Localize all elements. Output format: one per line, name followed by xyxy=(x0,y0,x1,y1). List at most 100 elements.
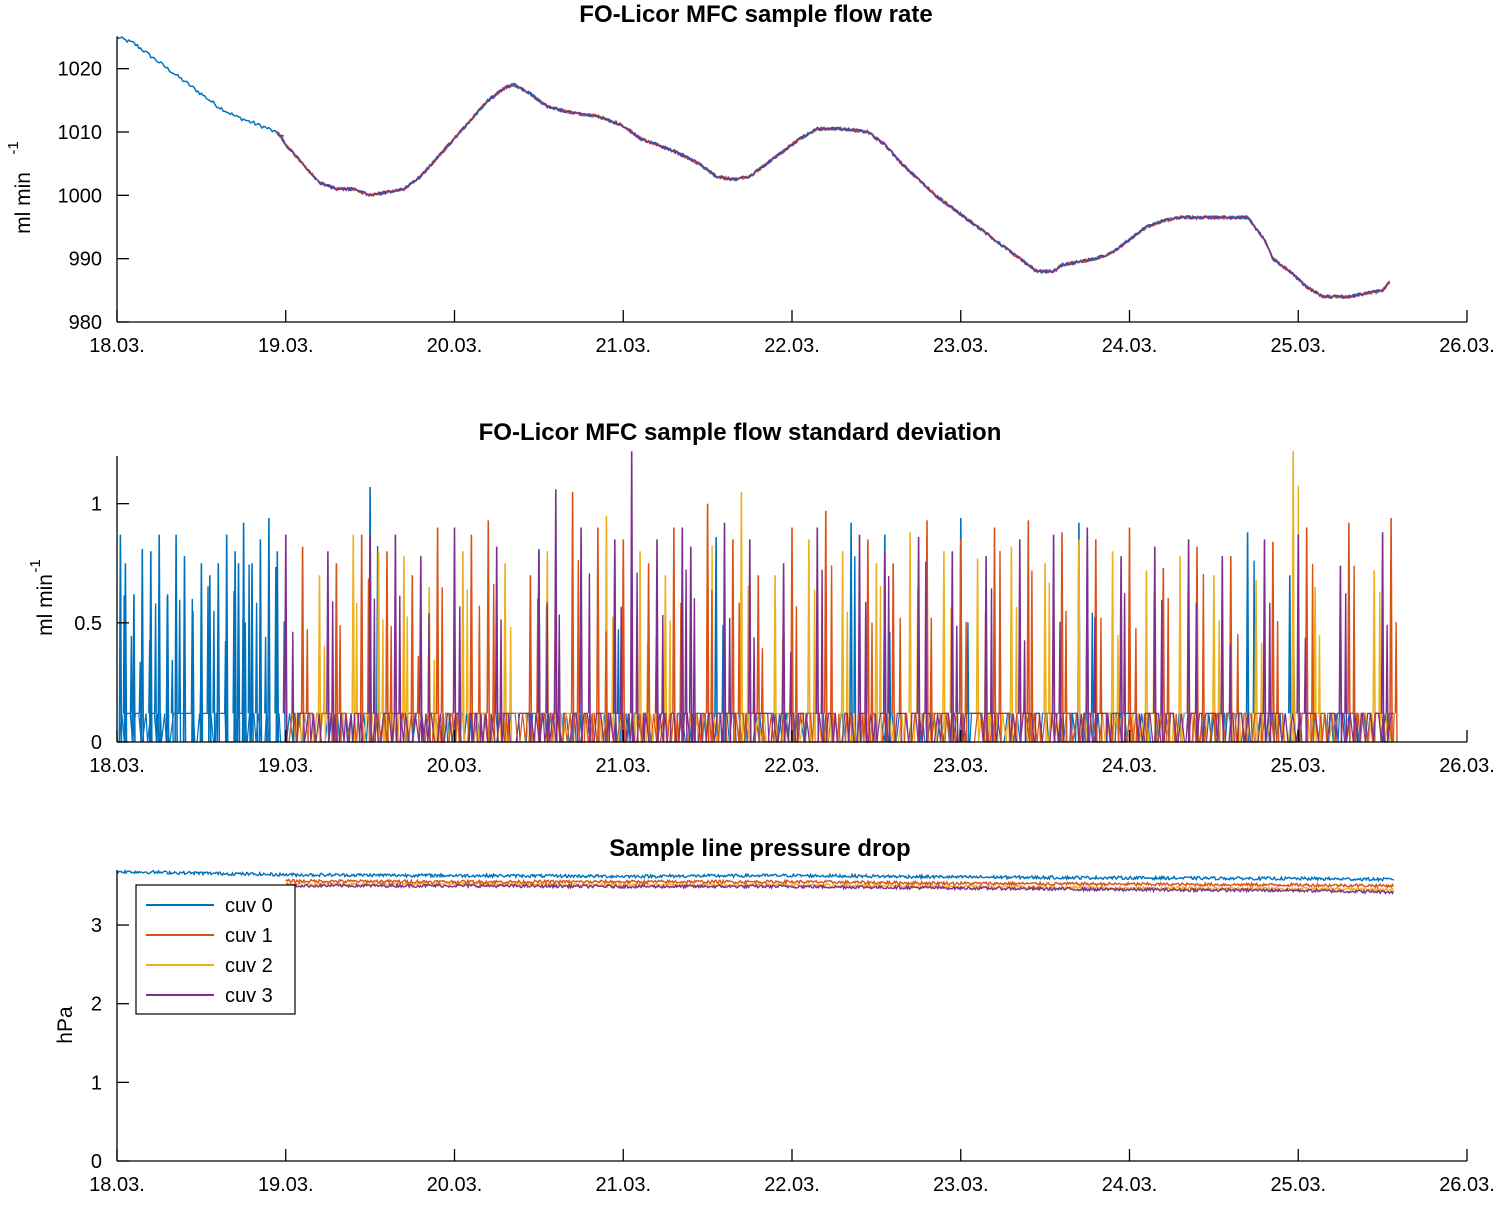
spike-cuv3-9-b xyxy=(587,573,591,743)
pressure-drop-panel: Sample line pressure drop hPa 18.03. 19.0… xyxy=(54,835,1495,1196)
spike-cuv3-27 xyxy=(1119,556,1123,743)
spike-cuv3-14-b xyxy=(692,598,696,743)
spike-cuv3-29-b xyxy=(1194,602,1198,743)
spike-cuv2-23 xyxy=(1110,551,1115,743)
spike-cuv3-15 xyxy=(722,522,727,743)
spike-cuv1-25 xyxy=(1060,532,1064,743)
spike-cuv3-15-b xyxy=(728,617,732,743)
spike-cuv0-25-b xyxy=(853,556,857,743)
spike-cuv1-4 xyxy=(410,575,415,743)
spike-cuv3-33-b xyxy=(1344,593,1348,743)
spike-cuv0-1 xyxy=(123,563,128,743)
spike-cuv0-11-b xyxy=(212,610,216,743)
spike-cuv3-32-b xyxy=(1303,637,1307,743)
spike-cuv1-13 xyxy=(672,527,676,743)
spike-cuv3-27-b xyxy=(1123,593,1127,743)
spike-cuv3-14 xyxy=(688,546,693,743)
spike-cuv3-17-b xyxy=(789,652,793,743)
spike-cuv3-16 xyxy=(748,539,752,743)
x-tick-label: 19.03. xyxy=(258,755,314,777)
spike-cuv0-4 xyxy=(148,551,153,743)
x-tick-label: 26.03. xyxy=(1439,335,1495,357)
x-tick-label: 18.03. xyxy=(89,1174,145,1196)
legend-label-cuv2: cuv 2 xyxy=(225,955,273,977)
x-tick-label: 18.03. xyxy=(89,755,145,777)
spike-cuv3-6 xyxy=(494,546,499,743)
spike-cuv3-20-b xyxy=(887,576,891,743)
spike-cuv0-24 xyxy=(714,536,718,743)
spike-cuv2-18 xyxy=(942,551,946,743)
spike-cuv1-14-b xyxy=(710,589,714,743)
flow-rate-ylabel-exponent: -1 xyxy=(5,141,22,154)
spike-cuv0-6 xyxy=(165,594,170,743)
spike-cuv0-15 xyxy=(236,563,241,743)
spike-cuv1-4-b xyxy=(416,655,420,743)
spike-cuv3-7-b xyxy=(545,602,549,743)
spike-cuv1-34-b xyxy=(1394,621,1398,743)
spike-cuv2-6 xyxy=(503,563,507,743)
x-tick-label: 20.03. xyxy=(427,335,483,357)
x-tick-label: 24.03. xyxy=(1102,1174,1158,1196)
flow-std-plot-area: 18.03. 19.03. 20.03. 21.03. 22.03. 23.03. 24.0… xyxy=(74,451,1495,777)
spike-cuv0-6-b xyxy=(170,659,174,743)
legend-label-cuv1: cuv 1 xyxy=(225,925,273,947)
spike-cuv3-0 xyxy=(283,534,288,743)
spike-cuv2-19 xyxy=(975,558,980,743)
y-tick-label: 1020 xyxy=(58,59,103,81)
series-line-cuv0 xyxy=(276,82,1391,300)
y-tick-label: 990 xyxy=(69,249,102,271)
spike-cuv2-21-b xyxy=(1047,582,1051,743)
spike-cuv0-13 xyxy=(224,534,229,743)
spike-cuv2-5 xyxy=(461,551,465,743)
spike-cuv1-17-b xyxy=(794,606,798,743)
spike-cuv0-8 xyxy=(182,556,187,743)
spike-cuv2-20 xyxy=(1009,546,1014,743)
x-tick-label: 19.03. xyxy=(258,1174,314,1196)
spike-cuv1-12 xyxy=(646,563,651,743)
spike-cuv3-24-b xyxy=(1023,640,1027,743)
spike-cuv3-28 xyxy=(1153,546,1157,743)
spike-cuv2-1 xyxy=(351,534,356,743)
spike-cuv1-7 xyxy=(486,520,491,743)
spike-cuv3-10 xyxy=(613,539,617,743)
spike-cuv3-12-b xyxy=(661,614,665,743)
spike-cuv3-23 xyxy=(984,556,988,743)
spike-cuv3-13 xyxy=(680,527,685,743)
spike-cuv3-32 xyxy=(1296,534,1301,743)
spike-cuv3-31 xyxy=(1262,539,1267,743)
spike-cuv2-24 xyxy=(1144,570,1149,743)
spike-cuv1-31-b xyxy=(1276,620,1280,743)
spike-cuv1-20-b xyxy=(898,617,902,743)
spike-cuv0-10 xyxy=(199,563,204,743)
spike-cuv0-20 xyxy=(275,551,280,743)
spike-cuv3-24 xyxy=(1018,539,1022,743)
spike-cuv0-7 xyxy=(174,534,178,743)
y-tick-label: 1 xyxy=(91,494,102,516)
spike-cuv1-30-b xyxy=(1236,634,1240,743)
spike-cuv1-27-b xyxy=(1134,628,1138,743)
spike-cuv2-10-b xyxy=(668,620,672,743)
spike-cuv3-34-b xyxy=(1385,624,1389,743)
x-tick-label: 22.03. xyxy=(764,755,820,777)
spike-cuv3-34 xyxy=(1380,532,1385,743)
spike-cuv2-26 xyxy=(1212,575,1216,743)
spike-cuv0-27-b xyxy=(966,622,970,743)
series-group xyxy=(117,451,1398,743)
spike-cuv3-22 xyxy=(950,551,955,743)
y-tick-label: 0.5 xyxy=(74,613,102,635)
spike-cuv2-30 xyxy=(1372,570,1376,743)
x-tick-label: 24.03. xyxy=(1102,335,1158,357)
spike-cuv1-31 xyxy=(1271,541,1275,743)
spike-cuv3-30 xyxy=(1220,556,1225,743)
spike-cuv1-24 xyxy=(1026,520,1031,743)
spike-cuv1-26-b xyxy=(1099,617,1103,743)
spike-cuv1-2 xyxy=(359,534,364,743)
spike-cuv1-11 xyxy=(621,539,626,743)
spike-cuv3-26-b xyxy=(1093,617,1097,743)
spike-cuv1-18 xyxy=(823,510,828,743)
spike-cuv2-21 xyxy=(1043,563,1047,743)
spike-cuv3-18-b xyxy=(820,569,824,743)
spike-cuv1-1-b xyxy=(338,625,342,743)
spike-cuv2-13 xyxy=(773,575,777,743)
spike-cuv2-23-b xyxy=(1116,634,1120,743)
